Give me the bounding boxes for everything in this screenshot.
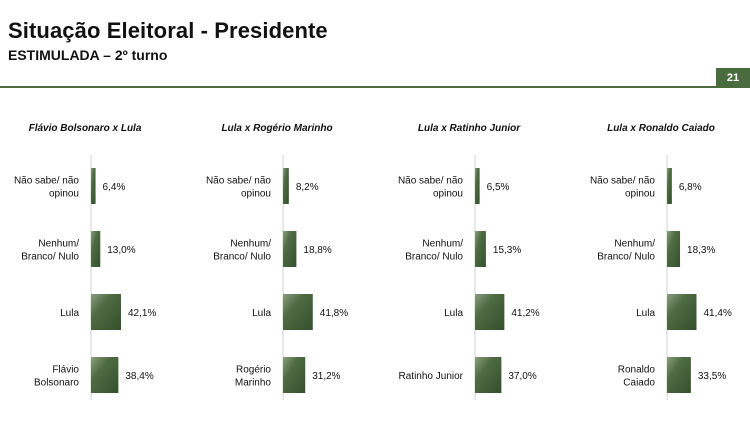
data-label: 41,2% [511,308,539,319]
chart-bar [283,231,297,267]
category-label: Marinho [235,378,272,389]
category-label: Ronaldo [618,365,656,376]
chart-bar [283,357,306,393]
data-label: 41,8% [320,308,348,319]
category-label: Não sabe/ não [590,176,655,187]
data-label: 6,5% [487,182,510,193]
category-label: Nenhum/ [38,239,79,250]
page-subtitle: ESTIMULADA – 2º turno [8,47,168,63]
category-label: opinou [625,189,655,200]
category-label: Lula [60,308,79,319]
category-label: opinou [241,189,271,200]
data-label: 33,5% [698,371,726,382]
category-label: Lula [636,308,655,319]
data-label: 6,8% [679,182,702,193]
category-label: Caiado [623,378,655,389]
category-label: Nenhum/ [422,239,463,250]
category-label: Bolsonaro [34,378,79,389]
data-label: 37,0% [508,371,536,382]
chart-title: Lula x Ratinho Junior [418,123,521,134]
page-title: Situação Eleitoral - Presidente [8,18,328,43]
chart-bar [475,231,486,267]
chart-bar [91,294,121,330]
data-label: 38,4% [125,371,153,382]
chart-bar [91,168,96,204]
category-label: Não sabe/ não [206,176,271,187]
category-label: Branco/ Nulo [213,252,271,263]
category-label: Branco/ Nulo [405,252,463,263]
category-label: Flávio [52,365,79,376]
chart-title: Lula x Rogério Marinho [221,123,332,134]
category-label: opinou [49,189,79,200]
chart-bar [475,168,480,204]
page-number-badge: 21 [716,68,750,88]
data-label: 6,4% [103,182,126,193]
data-label: 18,8% [303,245,331,256]
chart-bar [283,294,313,330]
data-label: 8,2% [296,182,319,193]
data-label: 41,4% [704,308,732,319]
chart-bar [91,357,119,393]
category-label: Rogério [236,365,271,376]
chart-bar [667,168,672,204]
category-label: Não sabe/ não [398,176,463,187]
category-label: Não sabe/ não [14,176,79,187]
data-label: 42,1% [128,308,156,319]
chart-bar [283,168,289,204]
chart-bar [475,294,505,330]
category-label: Branco/ Nulo [21,252,79,263]
category-label: Lula [252,308,271,319]
data-label: 15,3% [493,245,521,256]
category-label: Lula [444,308,463,319]
category-label: Nenhum/ [230,239,271,250]
chart-title: Flávio Bolsonaro x Lula [29,123,142,134]
data-label: 18,3% [687,245,715,256]
category-label: Nenhum/ [614,239,655,250]
chart-bar [667,294,697,330]
category-label: Branco/ Nulo [597,252,655,263]
data-label: 31,2% [312,371,340,382]
chart-bar [667,231,681,267]
chart-bar [91,231,101,267]
header-divider [0,86,716,88]
category-label: opinou [433,189,463,200]
data-label: 13,0% [107,245,135,256]
category-label: Ratinho Junior [399,371,464,382]
chart-bar [667,357,691,393]
chart-title: Lula x Ronaldo Caiado [607,123,715,134]
chart-bar [475,357,502,393]
